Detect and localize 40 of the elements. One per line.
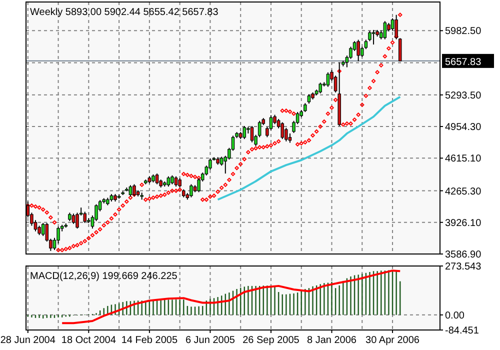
candlestick — [372, 29, 376, 46]
candlestick — [190, 184, 193, 198]
candlestick — [326, 72, 330, 88]
y-tick-label: 5982.50 — [445, 26, 482, 38]
text: MACD(12,26,9) 199.669 246.225 — [30, 271, 178, 282]
candlestick — [288, 132, 292, 144]
ref-line-label: 5657.83 — [445, 56, 482, 68]
candlestick — [83, 211, 86, 224]
x-tick-label: 30 Apr 2006 — [366, 335, 420, 346]
candlestick — [280, 122, 284, 140]
candlestick — [250, 125, 254, 143]
x-tick-label: 8 Jan 2006 — [307, 335, 357, 346]
candlestick — [166, 176, 170, 188]
y-tick-label: 3586.90 — [445, 250, 482, 260]
text: Weekly 5893.00 5902.44 5655.42 5657.83 — [30, 7, 219, 18]
candlestick — [356, 39, 360, 62]
candlestick — [242, 125, 246, 140]
x-tick-label: 14 Feb 2005 — [121, 335, 178, 346]
line-series — [216, 96, 402, 201]
candlestick — [307, 94, 311, 104]
x-tick-label: 18 Oct 2004 — [61, 335, 116, 346]
y-tick-label: 4954.30 — [445, 122, 482, 134]
y-tick-label: 3926.10 — [445, 218, 482, 229]
candlestick — [383, 20, 387, 40]
candlestick — [132, 184, 136, 197]
y-tick-label: 4265.30 — [445, 186, 482, 198]
y-tick-label: 4615.10 — [445, 154, 482, 165]
candlestick — [41, 222, 45, 236]
candlestick — [155, 173, 159, 185]
y-tick-label: 273.543 — [445, 262, 482, 272]
candlestick — [318, 82, 322, 94]
candlestick — [72, 213, 76, 224]
x-tick-label: 26 Sep 2005 — [242, 335, 300, 346]
y-tick-label: 5293.50 — [445, 90, 482, 102]
y-tick-label: 0.00 — [445, 310, 465, 322]
candlestick — [174, 176, 178, 188]
x-tick-label: 28 Jun 2004 — [0, 335, 56, 346]
y-tick-label: -84.451 — [445, 326, 480, 336]
x-tick-label: 6 Jun 2005 — [185, 335, 236, 346]
candlestick — [368, 30, 372, 42]
